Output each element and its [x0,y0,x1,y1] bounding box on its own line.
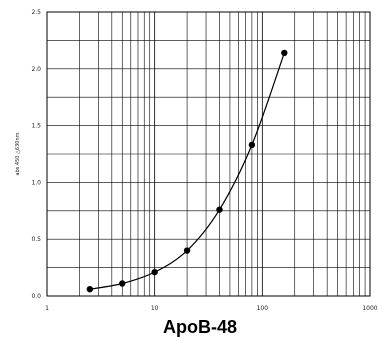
tick-labels: 1 10 100 1000 0.0 0.5 1.0 1.5 2.0 2.5 [31,9,377,312]
x-tick-label: 100 [257,305,269,312]
y-tick-label: 1.5 [31,123,41,130]
y-axis-label: abs.450 △630nm [15,132,21,175]
data-point [248,141,256,149]
grid [47,12,370,296]
y-tick-label: 2.5 [31,9,41,16]
y-tick-label: 0.0 [31,293,41,300]
data-point [151,268,158,276]
chart-title: ApoB-48 [163,317,237,337]
y-tick-label: 1.0 [31,179,41,186]
y-tick-label: 0.5 [31,236,41,243]
data-point [281,49,288,57]
data-point [216,206,223,213]
x-tick-label: 1000 [362,305,377,312]
x-tick-label: 1 [45,305,49,312]
data-point [119,280,126,287]
x-tick-label: 10 [151,305,159,312]
data-point [183,247,191,254]
series [86,49,288,293]
y-tick-label: 2.0 [31,66,41,73]
data-point [86,285,94,293]
plot-frame [46,11,371,297]
